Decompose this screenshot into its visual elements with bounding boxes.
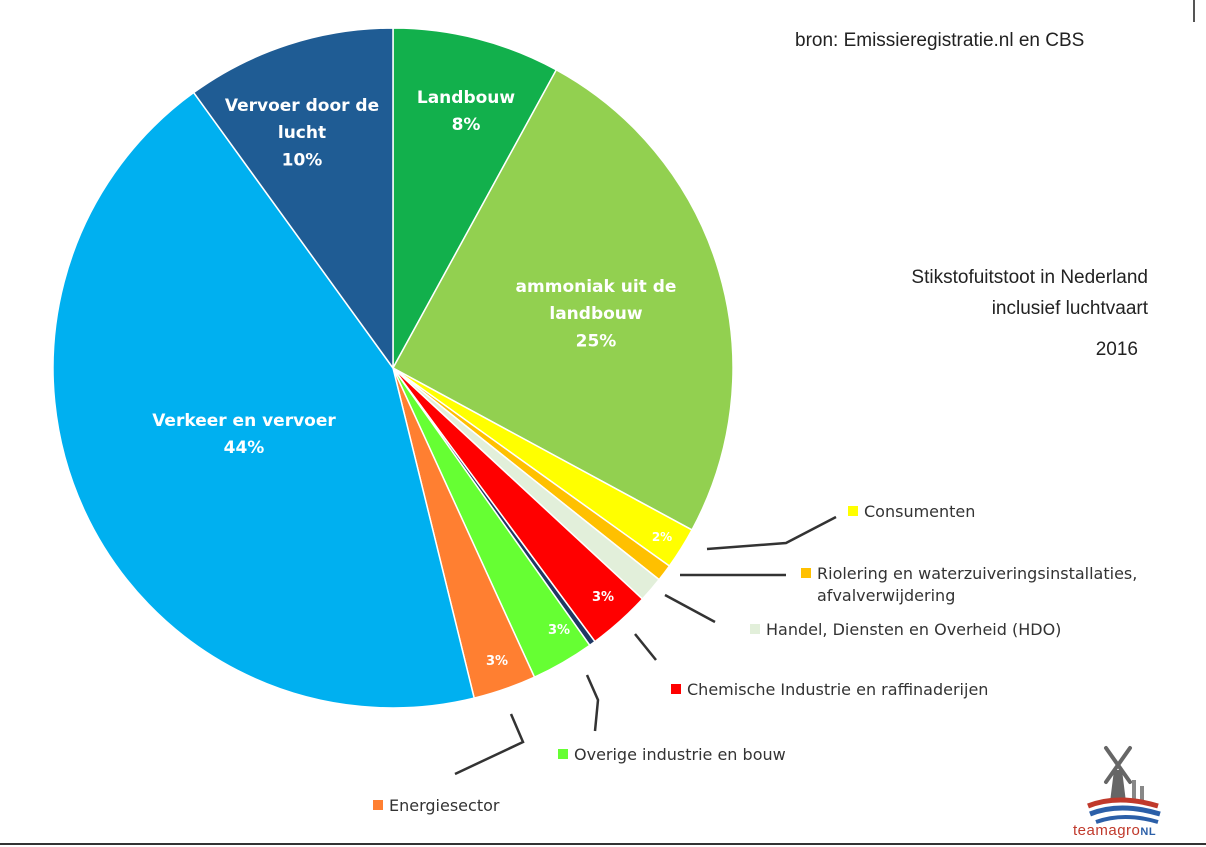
legend-swatch [558, 749, 568, 759]
leader-line-chemie [634, 633, 657, 661]
slice-name-label-lucht: Vervoer door de [225, 96, 379, 116]
leader-line-hdo [664, 593, 716, 624]
windmill-logo-icon [1087, 746, 1161, 824]
slice-name-label-ammoniak: landbouw [549, 304, 643, 324]
slice-pct-label-consumenten: 2% [652, 530, 672, 544]
bottom-border-line [0, 843, 1206, 845]
leader-line-overige [585, 674, 600, 732]
pie-slice-landbouw [392, 27, 558, 369]
slice-pct-label-ammoniak: 25% [576, 331, 617, 351]
logo-suffix: NL [1140, 826, 1157, 838]
pie-labels: Landbouw 8% ammoniak uit de landbouw 25% 2% 3%… [152, 88, 676, 669]
slice-pct-label-verkeer: 44% [224, 438, 265, 458]
legend-label: Riolering en waterzuiveringsinstallaties… [817, 564, 1138, 583]
slice-pct-label-energie: 3% [486, 654, 508, 669]
chart-title: Stikstofuitstoot in Nederland inclusief … [911, 262, 1148, 365]
source-note: bron: Emissieregistratie.nl en CBS [795, 30, 1085, 51]
logo-brand: teamagro [1073, 822, 1141, 839]
pie-slice-lucht [192, 27, 394, 371]
slice-name-label-verkeer: Verkeer en vervoer [152, 411, 336, 431]
pie-slice-ammoniak [391, 68, 734, 531]
legend-item-chemie: Chemische Industrie en raffinaderijen [671, 679, 988, 701]
leader-line-consumenten [706, 515, 837, 551]
logo-text: teamagroNL [1073, 822, 1156, 839]
legend-item-hdo: Handel, Diensten en Overheid (HDO) [750, 619, 1061, 641]
slice-name-label-lucht: lucht [278, 123, 326, 143]
chart-title-line-1: Stikstofuitstoot in Nederland [911, 267, 1148, 288]
slice-pct-label-lucht: 10% [282, 150, 323, 170]
legend-item-overige: Overige industrie en bouw [558, 744, 786, 766]
legend-item-riolering: Riolering en waterzuiveringsinstallaties… [801, 563, 1137, 607]
chart-title-line-2: inclusief luchtvaart [991, 298, 1148, 319]
legend-item-consumenten: Consumenten [848, 501, 975, 523]
legend-swatch [750, 624, 760, 634]
slice-name-label-landbouw: Landbouw [417, 88, 516, 108]
legend-label-line-2: afvalverwijdering [817, 586, 956, 605]
legend-swatch [671, 684, 681, 694]
legend-label: Energiesector [389, 796, 500, 815]
slice-pct-label-overige: 3% [548, 623, 570, 638]
chart-year: 2016 [1095, 339, 1138, 360]
leader-lines [454, 515, 837, 776]
slice-pct-label-landbouw: 8% [452, 115, 481, 135]
slice-pct-label-chemie: 3% [592, 590, 614, 605]
pie-slices [52, 27, 734, 709]
legend-item-energie: Energiesector [373, 795, 499, 817]
legend-swatch [848, 506, 858, 516]
legend-swatch [801, 568, 811, 578]
pie-slice-verkeer [52, 91, 476, 709]
legend-label: Consumenten [864, 502, 976, 521]
leader-line-energie [454, 713, 525, 776]
legend-swatch [373, 800, 383, 810]
legend-label: Overige industrie en bouw [574, 745, 786, 764]
legend-label: Handel, Diensten en Overheid (HDO) [766, 620, 1062, 639]
right-border-line [1193, 0, 1195, 22]
slice-name-label-ammoniak: ammoniak uit de [516, 277, 677, 297]
legend-label: Chemische Industrie en raffinaderijen [687, 680, 989, 699]
